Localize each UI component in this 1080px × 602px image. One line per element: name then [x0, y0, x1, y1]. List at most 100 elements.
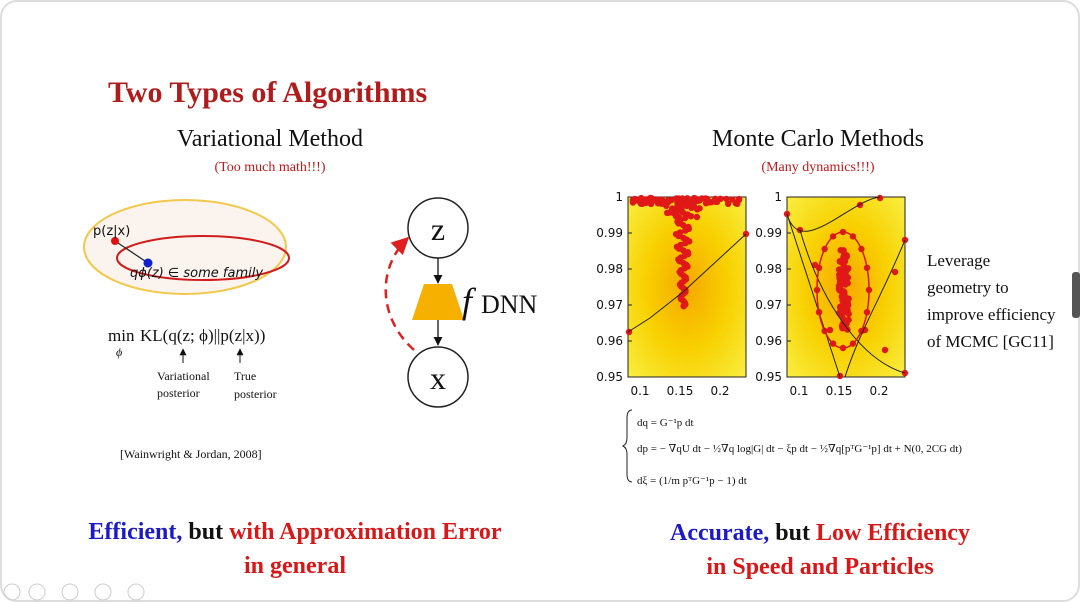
node-label: z — [431, 211, 445, 247]
side-text: improve efficiency — [927, 305, 1056, 324]
sample-dot — [837, 247, 844, 254]
y-tick-label: 0.99 — [755, 226, 782, 240]
title: Two Types of Algorithms — [108, 76, 427, 109]
summary-part: but — [769, 520, 816, 546]
summary-part: Efficient, — [88, 519, 182, 545]
heading: Variational Method — [177, 126, 363, 152]
sample-dot — [839, 297, 846, 304]
family-ellipse — [116, 235, 290, 281]
sample-dot — [680, 222, 687, 229]
toolbar-button[interactable] — [94, 583, 112, 601]
x-tick-label: 0.1 — [789, 384, 808, 398]
sample-dot — [826, 326, 834, 334]
y-tick-label: 0.98 — [596, 262, 623, 276]
sample-dot — [861, 326, 869, 334]
objective-subscript: ϕ — [116, 345, 122, 359]
sample-dot — [836, 282, 844, 289]
sample-dot — [708, 199, 715, 206]
sample-dot — [881, 346, 889, 354]
y-tick-label: 1 — [615, 190, 623, 204]
annotation: Variational — [157, 369, 210, 383]
sample-dot — [840, 316, 847, 323]
heading: Monte Carlo Methods — [712, 126, 924, 152]
sample-dot — [702, 200, 710, 207]
q-label: qϕ(z) ∈ some family — [130, 266, 263, 281]
connector — [114, 240, 149, 264]
side-text: of MCMC [GC11] — [927, 332, 1054, 351]
sample-dot — [693, 213, 701, 221]
inference-arrow — [384, 236, 415, 351]
objective-operator: min — [108, 326, 135, 345]
sample-dot — [664, 199, 672, 206]
sample-dot — [690, 203, 698, 210]
objective-expression: KL(q(z; ϕ)||p(z|x)) — [140, 326, 265, 345]
sample-dot — [660, 197, 667, 205]
sample-dot — [845, 265, 852, 272]
summary: Accurate, but Low Efficiency — [670, 520, 970, 546]
sample-dot — [670, 207, 677, 214]
summary: Efficient, but with Approximation Error — [88, 519, 501, 545]
side-text: Leverage — [927, 251, 990, 270]
x-tick-label: 0.2 — [710, 384, 729, 398]
sample-dot — [891, 268, 899, 276]
trajectory-line — [627, 233, 747, 333]
x-tick-label: 0.15 — [826, 384, 853, 398]
y-tick-label: 0.97 — [596, 298, 623, 312]
sample-dot — [629, 199, 637, 206]
sample-dot — [811, 261, 819, 269]
sample-dot — [678, 205, 685, 213]
sample-dot — [844, 302, 852, 309]
sample-dot — [841, 258, 849, 265]
sample-dot — [717, 195, 724, 202]
toolbar-button[interactable] — [61, 583, 79, 601]
side-text: geometry to — [927, 278, 1009, 297]
y-tick-label: 1 — [774, 190, 782, 204]
y-tick-label: 0.95 — [755, 370, 782, 384]
sample-dot — [845, 310, 852, 318]
p-label: p(z|x) — [93, 224, 130, 239]
brace — [621, 409, 633, 483]
equation: dq = G⁻¹p dt — [637, 417, 694, 429]
sample-dot — [723, 195, 730, 203]
note: (Too much math!!!) — [215, 160, 326, 175]
x-tick-label: 0.1 — [630, 384, 649, 398]
y-tick-label: 0.99 — [596, 226, 623, 240]
node — [407, 346, 469, 408]
sample-dot — [682, 227, 689, 234]
sample-dot — [843, 253, 850, 260]
q-point — [143, 258, 153, 268]
sample-dot — [876, 194, 884, 202]
citation: [Wainwright & Jordan, 2008] — [120, 447, 262, 461]
function-subscript: DNN — [481, 290, 538, 319]
sample-dot — [840, 264, 847, 272]
y-tick-label: 0.98 — [755, 262, 782, 276]
annotation: True — [234, 369, 256, 383]
summary-part: Low Efficiency — [816, 520, 970, 546]
annotation: posterior — [234, 387, 277, 401]
p-point — [111, 237, 119, 245]
summary-line: in Speed and Particles — [706, 554, 933, 580]
scroll-handle — [1072, 272, 1080, 318]
toolbar-button[interactable] — [28, 583, 46, 601]
annotation: posterior — [157, 386, 200, 400]
sample-dot — [687, 213, 695, 220]
toolbar-button[interactable] — [127, 583, 145, 601]
y-tick-label: 0.97 — [755, 298, 782, 312]
sample-dot — [674, 199, 681, 206]
decoder-shape — [412, 284, 464, 320]
x-tick-label: 0.2 — [869, 384, 888, 398]
sample-dot — [729, 196, 736, 203]
trajectory-orbit — [816, 231, 870, 349]
toolbar — [3, 583, 145, 601]
plot-area — [627, 196, 747, 378]
note: (Many dynamics!!!) — [761, 160, 874, 175]
sample-dot — [724, 200, 732, 207]
summary-line: in general — [244, 553, 346, 579]
sample-dot — [838, 277, 846, 285]
y-tick-label: 0.96 — [596, 334, 623, 348]
equation: dξ = (1/m pᵀG⁻¹p − 1) dt — [637, 475, 747, 487]
toolbar-button[interactable] — [3, 583, 21, 601]
equation: dp = − ∇qU dt − ½∇q log|G| dt − ξp dt − … — [637, 443, 962, 455]
axis-ticks: 1 0.99 0.98 0.97 0.96 0.95 0.1 0.15 0.2 1 0.99 0.98… — [596, 190, 888, 398]
